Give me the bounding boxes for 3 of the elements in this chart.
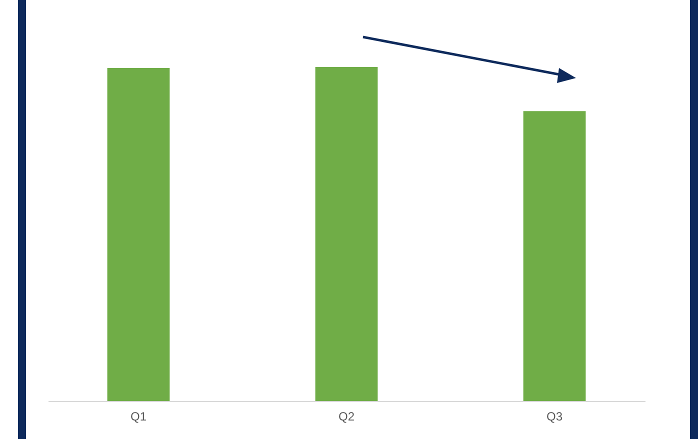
x-tick-label: Q1 (130, 410, 147, 424)
x-tick-label: Q2 (338, 410, 355, 424)
x-tick-label: Q3 (546, 410, 563, 424)
